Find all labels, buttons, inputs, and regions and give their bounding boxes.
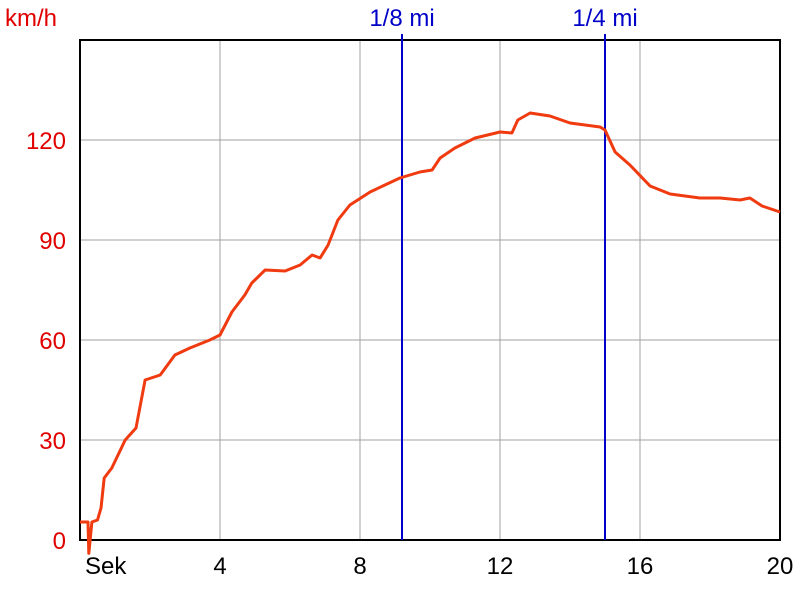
marker-label: 1/8 mi	[369, 5, 434, 32]
y-tick-label: 0	[53, 528, 66, 555]
y-axis-label: km/h	[5, 5, 57, 32]
y-tick-label: 60	[39, 328, 66, 355]
plot-frame	[79, 39, 781, 541]
x-tick-label: 16	[627, 553, 654, 580]
marker-label: 1/4 mi	[572, 5, 637, 32]
x-tick-label: Sek	[85, 553, 127, 580]
x-tick-label: 4	[213, 553, 226, 580]
y-tick-label: 120	[26, 128, 66, 155]
y-tick-label: 30	[39, 428, 66, 455]
x-tick-label: 12	[487, 553, 514, 580]
x-tick-label: 8	[353, 553, 366, 580]
x-tick-label: 20	[767, 553, 794, 580]
y-tick-label: 90	[39, 228, 66, 255]
speed-line	[80, 111, 781, 555]
